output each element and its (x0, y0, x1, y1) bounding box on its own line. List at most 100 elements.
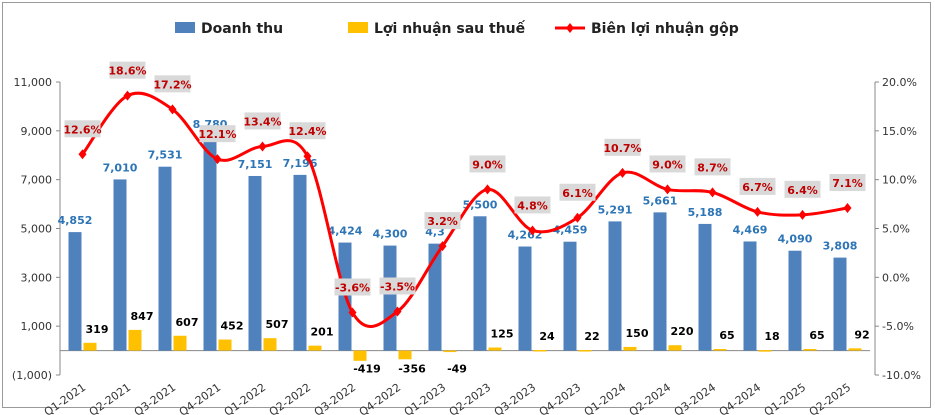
revenue-data-label: 3,808 (823, 240, 858, 253)
margin-point (798, 209, 807, 220)
revenue-bar (383, 245, 397, 351)
profit-bar (623, 346, 637, 351)
margin-data-label: -3.5% (380, 281, 415, 294)
profit-bar (83, 342, 97, 351)
profit-data-label: 319 (86, 323, 109, 336)
chart-frame (2, 2, 931, 408)
profit-data-label: 847 (131, 310, 154, 323)
margin-label-box (559, 183, 596, 201)
margin-point (528, 225, 537, 236)
margin-label-box (469, 155, 506, 173)
margin-point (708, 187, 717, 198)
revenue-bar (473, 216, 487, 351)
margin-data-label: 18.6% (108, 65, 146, 78)
margin-data-label: 6.7% (742, 181, 773, 194)
legend-swatch-profit (348, 22, 368, 33)
revenue-data-label: 4,469 (733, 223, 768, 236)
left-tick-label: 9,000 (21, 125, 53, 138)
right-tick-label: -10.0% (882, 369, 921, 382)
margin-data-label: 4.8% (517, 199, 548, 212)
legend-label-margin: Biên lợi nhuận gộp (591, 21, 739, 37)
margin-data-label: 8.7% (697, 161, 728, 174)
revenue-data-label: 5,188 (688, 206, 723, 219)
margin-data-label: 13.4% (243, 115, 281, 128)
profit-bar (263, 338, 277, 351)
revenue-bar (653, 212, 667, 351)
revenue-bar (608, 221, 622, 351)
right-tick-label: 20.0% (882, 76, 917, 89)
left-tick-label: (1,000) (12, 369, 52, 382)
legend-label-profit: Lợi nhuận sau thuế (374, 20, 526, 37)
profit-bar (578, 350, 592, 352)
margin-label-box (829, 173, 866, 191)
revenue-bar (293, 174, 307, 351)
profit-bar (353, 350, 367, 361)
x-tick-label: Q2-2022 (267, 381, 313, 415)
revenue-data-label: 7,151 (238, 158, 273, 171)
x-tick-label: Q2-2023 (447, 381, 493, 415)
margin-point (258, 141, 267, 152)
profit-bar (803, 348, 817, 351)
profit-bar (848, 348, 862, 351)
profit-data-label: 24 (539, 330, 555, 343)
profit-bar (488, 347, 502, 351)
margin-data-label: 9.0% (472, 158, 503, 171)
revenue-bar (698, 223, 712, 351)
x-tick-label: Q1-2025 (762, 381, 808, 415)
left-tick-label: 7,000 (21, 174, 53, 187)
revenue-bar (248, 175, 262, 351)
margin-label-box (244, 112, 281, 130)
right-tick-label: 5.0% (882, 223, 910, 236)
margin-label-box (334, 278, 371, 296)
margin-point (213, 154, 222, 165)
margin-label-box (199, 125, 236, 143)
margin-data-label: 6.1% (562, 187, 593, 200)
profit-data-label: 201 (311, 326, 334, 339)
margin-label-box (649, 155, 686, 173)
margin-label-box (109, 61, 146, 79)
revenue-bar (833, 257, 847, 351)
margin-label-box (424, 212, 461, 230)
profit-bar (308, 345, 322, 351)
profit-bar (758, 350, 772, 352)
margin-data-label: 7.1% (832, 177, 863, 190)
margin-point (168, 104, 177, 115)
x-tick-label: Q4-2022 (357, 381, 403, 415)
right-tick-label: 15.0% (882, 125, 917, 138)
profit-data-label: 125 (491, 328, 514, 341)
margin-data-label: 10.7% (603, 142, 641, 155)
x-tick-label: Q4-2023 (537, 381, 583, 415)
profit-data-label: 65 (719, 329, 734, 342)
profit-bar (533, 349, 547, 352)
margin-label-box (64, 120, 101, 138)
revenue-data-label: 4,090 (778, 233, 813, 246)
margin-label-box (694, 158, 731, 176)
revenue-bar (203, 136, 217, 351)
profit-data-label: 507 (266, 318, 289, 331)
margin-point (78, 149, 87, 160)
revenue-bar (788, 250, 802, 351)
margin-label-box (154, 75, 191, 93)
x-tick-label: Q3-2022 (312, 381, 358, 415)
profit-data-label: -419 (353, 363, 381, 376)
right-tick-label: -5.0% (882, 320, 914, 333)
x-tick-label: Q2-2025 (807, 381, 853, 415)
profit-data-label: -356 (398, 363, 426, 376)
left-tick-label: 3,000 (21, 271, 53, 284)
revenue-data-label: 4,424 (328, 225, 363, 238)
margin-label-box (604, 138, 641, 156)
profit-bar (218, 339, 232, 351)
x-tick-label: Q2-2021 (87, 381, 133, 415)
margin-point (843, 202, 852, 213)
profit-data-label: 452 (221, 320, 244, 333)
revenue-bar (428, 243, 442, 351)
revenue-bar (113, 179, 127, 351)
margin-point (348, 307, 357, 318)
margin-point (753, 206, 762, 217)
revenue-data-label: 5,661 (643, 194, 678, 207)
revenue-bar (68, 232, 82, 351)
profit-bar (128, 329, 142, 351)
margin-point (573, 212, 582, 223)
legend-swatch-revenue (175, 22, 195, 33)
